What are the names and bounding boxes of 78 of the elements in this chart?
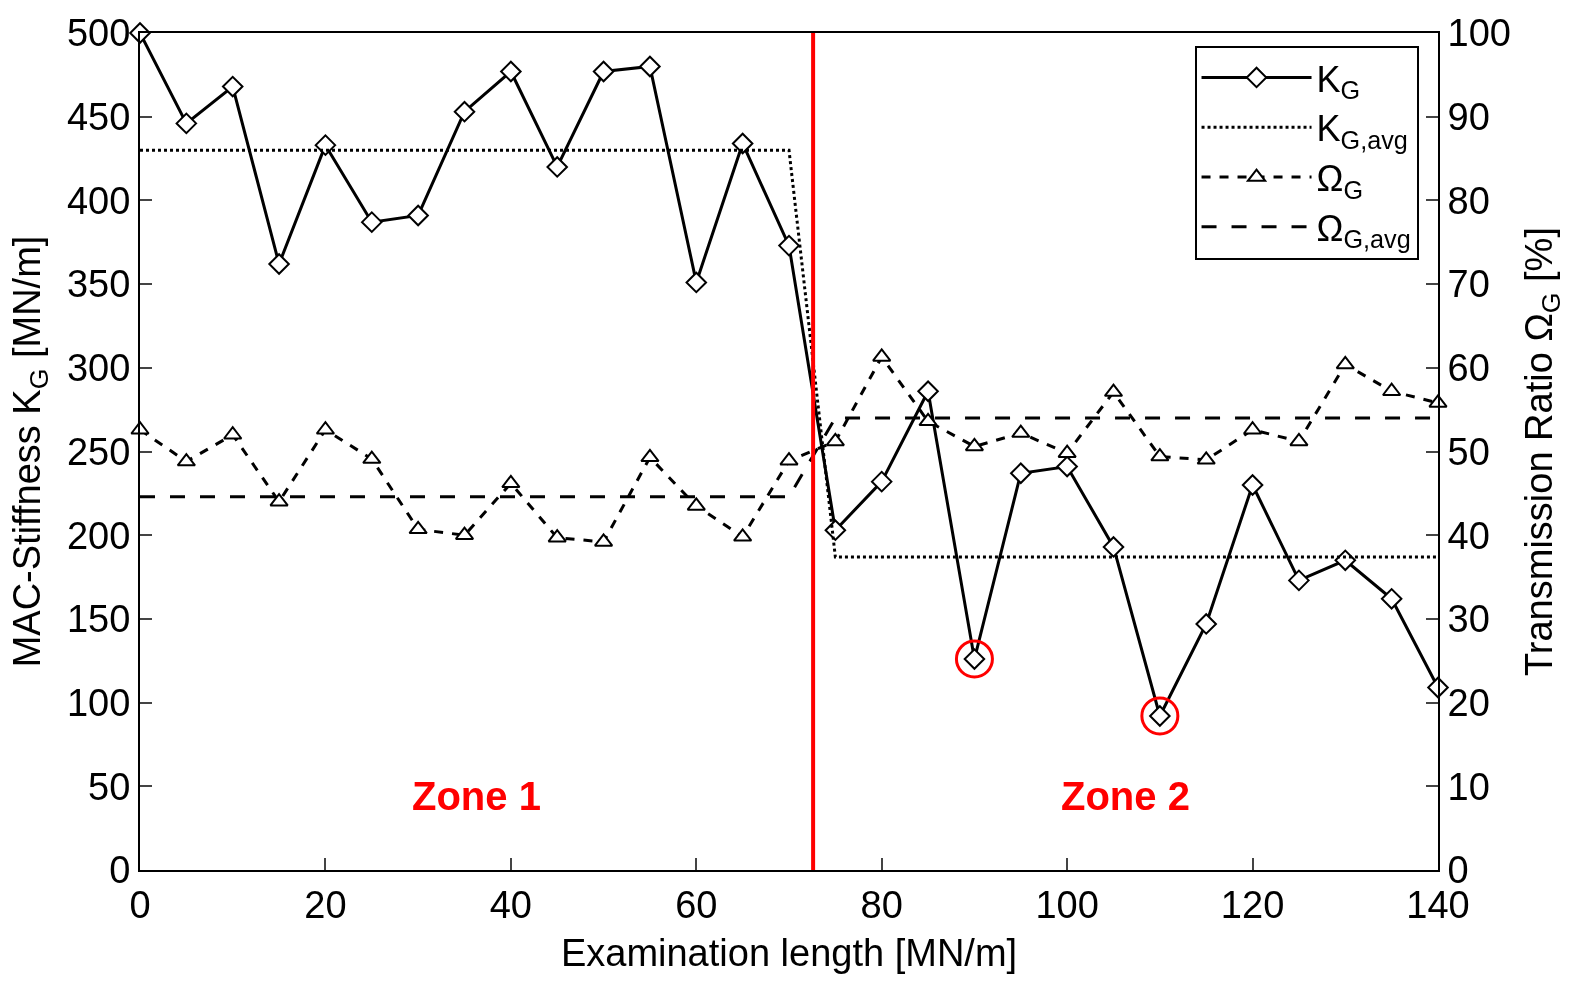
point [1057, 444, 1077, 458]
point [686, 497, 706, 511]
point [1010, 462, 1032, 485]
point [825, 432, 846, 447]
y-tick-label: 50 [88, 765, 131, 808]
point [500, 60, 522, 83]
point [1196, 451, 1216, 465]
point [221, 75, 244, 98]
point [269, 493, 289, 507]
legend-label: K$_{G,avg}$ [1316, 108, 1408, 154]
y-tick-label: 400 [66, 179, 131, 222]
point [175, 112, 198, 135]
point [964, 437, 985, 452]
point [685, 271, 708, 294]
point [1380, 588, 1403, 610]
y2-tick-label: 50 [1447, 430, 1490, 473]
point [1150, 448, 1170, 462]
x-tick-label: 20 [304, 883, 347, 926]
point [1195, 613, 1217, 635]
y2-tick-label: 70 [1447, 263, 1490, 306]
point [223, 426, 243, 440]
point [1335, 355, 1355, 370]
point [362, 450, 382, 464]
point [870, 470, 893, 493]
y-tick-label: 200 [66, 514, 131, 557]
point [954, 639, 994, 679]
y2-tick-label: 90 [1447, 96, 1490, 138]
y-tick-label: 350 [66, 263, 131, 306]
annotation: Zone 1 [412, 774, 541, 818]
y2-tick-label: 10 [1447, 765, 1490, 808]
y2-tick-label: 100 [1447, 12, 1512, 55]
point [918, 412, 938, 427]
y-tick-label: 250 [66, 430, 131, 473]
point [547, 529, 567, 543]
y-tick-label: 450 [66, 96, 131, 138]
y-tick-label: 100 [66, 681, 131, 724]
y2-tick-label: 20 [1447, 681, 1490, 724]
point [1241, 474, 1264, 496]
legend-label: K$_{G}$ [1316, 58, 1361, 105]
point [1289, 432, 1309, 447]
point [1288, 569, 1310, 592]
point [408, 520, 428, 535]
legend-label: Ω$_{G,avg}$ [1316, 207, 1411, 254]
point [1140, 696, 1180, 736]
point [268, 253, 290, 275]
x-tick-label: 100 [1035, 883, 1099, 926]
point [731, 132, 754, 155]
point [1011, 424, 1031, 438]
point [872, 348, 892, 362]
y2-tick-label: 60 [1447, 347, 1490, 390]
legend-label: Ω$_{G}$ [1316, 158, 1364, 204]
y2-tick-label: 80 [1447, 179, 1490, 222]
point [639, 55, 661, 78]
annotation: Zone 2 [1061, 774, 1190, 818]
point [407, 204, 429, 227]
point [361, 211, 383, 233]
y2-tick-label: 40 [1447, 514, 1490, 557]
y-tick-label: 300 [66, 347, 131, 390]
y-tick-label: 150 [66, 598, 131, 641]
point [640, 448, 660, 463]
point [779, 452, 799, 466]
point [778, 234, 800, 257]
point [1102, 536, 1125, 558]
point [592, 60, 615, 83]
y-tick-label: 500 [66, 12, 131, 55]
point [501, 474, 521, 489]
x-tick-label: 60 [675, 883, 718, 926]
point [314, 134, 337, 156]
point [917, 380, 939, 402]
x-axis-title: Examination length [MN/m] [560, 932, 1018, 975]
x-tick-label: 80 [860, 883, 903, 926]
point [546, 156, 568, 178]
y2-tick-label: 30 [1447, 598, 1490, 641]
y-tick-label: 0 [109, 849, 131, 892]
point [453, 100, 476, 123]
x-tick-label: 40 [489, 883, 532, 926]
point [1056, 455, 1078, 478]
x-tick-label: 120 [1220, 883, 1285, 926]
